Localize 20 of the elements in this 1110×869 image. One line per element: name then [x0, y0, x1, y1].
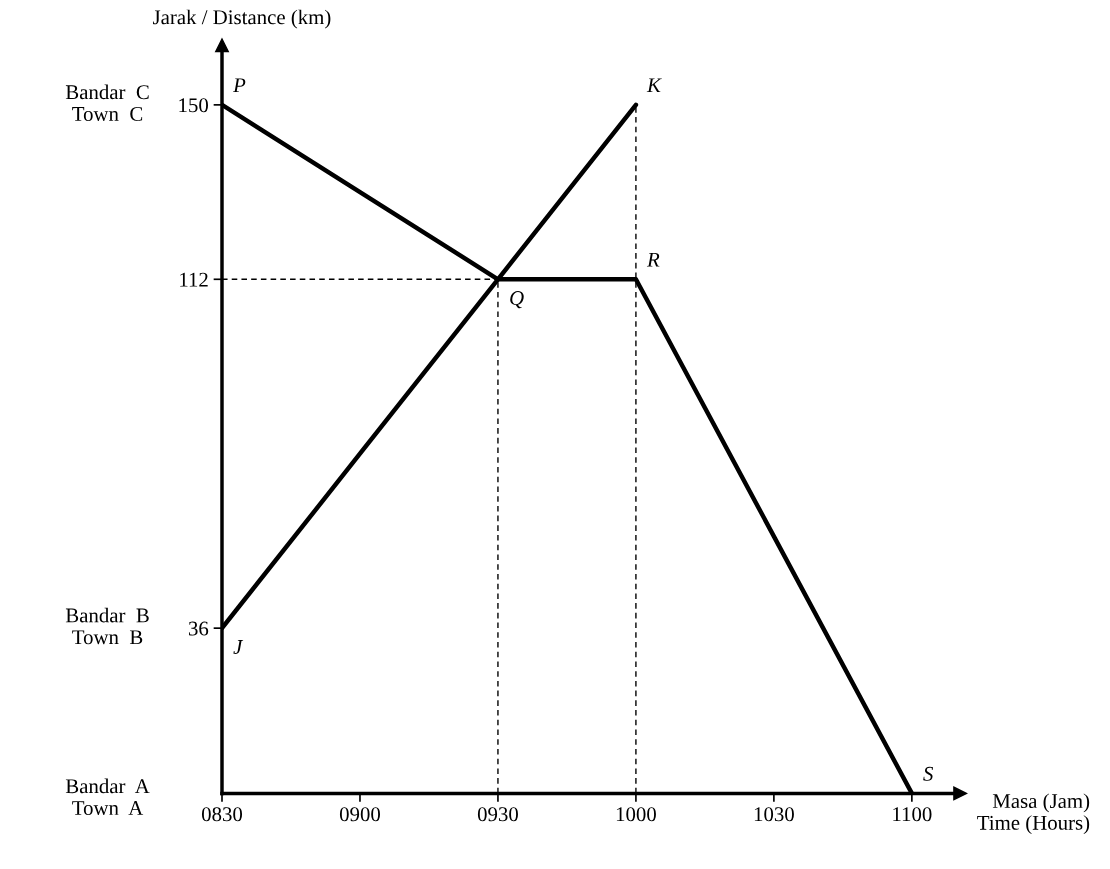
annotation: R	[646, 252, 660, 267]
x-tick-label: 1000	[616, 807, 656, 822]
annotation: K	[646, 78, 662, 93]
annotation: J	[233, 640, 244, 654]
y-axis-title: Jarak / Distance (km)	[152, 9, 331, 29]
text: Bandar B Town B	[65, 607, 149, 645]
annotation: Q	[510, 291, 524, 309]
annotation: P	[233, 78, 246, 93]
y-tick-label: 150	[179, 98, 209, 113]
x-tick-label: 0930	[477, 807, 518, 822]
x-axis-title: Masa (Jam) Time (Hours)	[977, 793, 1090, 835]
text: Bandar A Town A	[65, 778, 150, 816]
annotation: S	[923, 766, 934, 781]
x-tick-label: 0830	[201, 807, 243, 822]
y-tick-label: 36	[188, 621, 209, 636]
x-tick-label: 0900	[339, 807, 381, 822]
x-tick-label: 1100	[893, 807, 932, 822]
x-tick-label: 1030	[754, 807, 794, 822]
y-tick-label: 112	[180, 272, 208, 287]
text: Bandar C Town C	[65, 84, 149, 121]
